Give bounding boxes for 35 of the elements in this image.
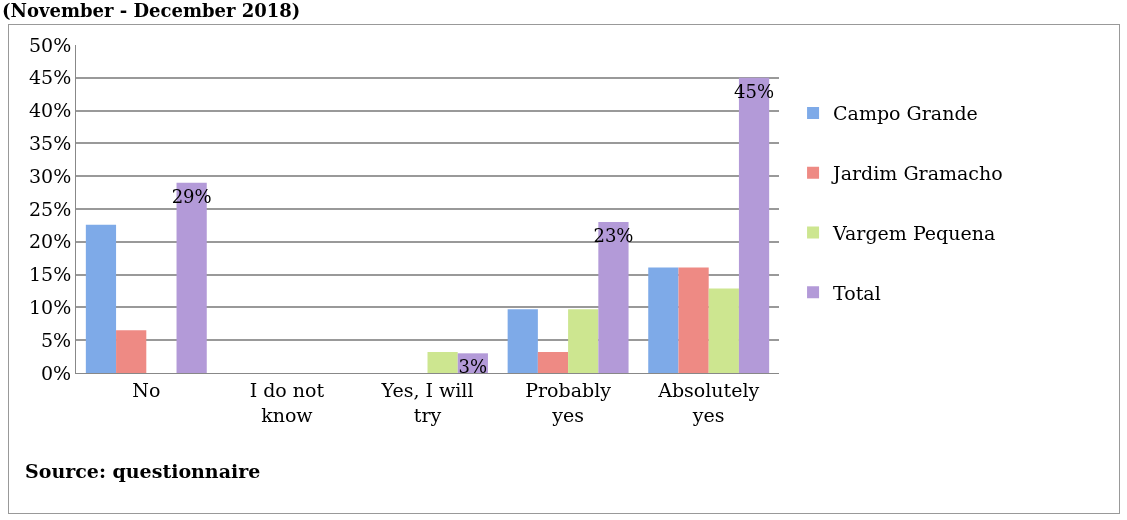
legend-label: Total: [833, 281, 881, 304]
legend-label: Jardim Gramacho: [831, 162, 1003, 185]
bar: [85, 224, 117, 373]
bar: [116, 330, 147, 373]
bar: [708, 288, 739, 373]
bar: [427, 352, 458, 373]
y-tick-label: 5%: [41, 328, 72, 351]
legend-label: Vargem Pequena: [832, 221, 996, 244]
chart-title: (November - December 2018): [2, 0, 301, 21]
x-tick-label: I do not know: [249, 378, 325, 426]
y-tick-label: 15%: [28, 263, 72, 286]
y-tick-label: 20%: [28, 230, 72, 253]
data-label: 3%: [458, 356, 488, 378]
data-label: 29%: [171, 185, 212, 207]
data-label: 45%: [734, 80, 775, 102]
x-tick-label: Probably yes: [525, 378, 612, 426]
y-tick-label: 35%: [28, 132, 72, 155]
bar: [537, 352, 569, 373]
y-tick-label: 25%: [28, 197, 72, 220]
y-tick-label: 30%: [28, 164, 72, 187]
y-tick-label: 45%: [28, 66, 72, 89]
y-tick-label: 40%: [28, 99, 72, 122]
source-note: Source: questionnaire: [25, 460, 261, 482]
data-label: 23%: [593, 225, 634, 247]
x-tick-label: Yes, I will try: [380, 378, 474, 426]
x-tick-label: No: [132, 378, 161, 401]
legend-label: Campo Grande: [833, 102, 978, 125]
bar: [568, 309, 599, 373]
bar: [507, 309, 538, 373]
y-tick-label: 0%: [41, 361, 72, 384]
y-tick-label: 50%: [28, 33, 72, 56]
x-tick-label: Absolutely yes: [657, 378, 760, 426]
bar: [678, 267, 709, 373]
y-tick-label: 10%: [28, 296, 72, 319]
bar: [648, 267, 679, 373]
